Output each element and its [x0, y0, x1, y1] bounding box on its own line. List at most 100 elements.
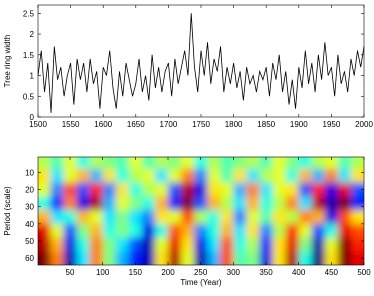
heatmap-cell: [246, 223, 260, 239]
x-tick-label: 1600: [94, 120, 112, 129]
heatmap-cell: [181, 182, 195, 197]
heatmap-cell: [38, 196, 51, 211]
heatmap-cell: [324, 237, 339, 252]
x-tick-label: 1750: [192, 120, 210, 129]
heatmap-cell: [259, 196, 274, 211]
y-tick-label: 1: [30, 72, 35, 81]
heatmap-cell: [298, 251, 313, 265]
heatmap-cell: [259, 237, 274, 252]
heatmap-cell: [154, 223, 169, 239]
heatmap-cell: [63, 210, 78, 225]
heatmap-cell: [76, 210, 91, 225]
heatmap-cell: [63, 182, 78, 197]
heatmap-cell: [63, 157, 78, 170]
y-axis-label: Period (scale): [3, 186, 12, 236]
heatmap-cell: [63, 237, 78, 252]
heatmap-cell: [337, 196, 352, 211]
heatmap-cell: [220, 169, 234, 184]
heatmap-cell: [89, 169, 104, 184]
x-tick-label: 1650: [127, 120, 145, 129]
x-tick-label: 1800: [225, 120, 243, 129]
subplot: 1500 1550 1600 1650 1700 1750 1800 1850 1900 1950…: [3, 4, 373, 129]
heatmap-cell: [233, 237, 247, 252]
heatmap-cell: [298, 157, 313, 170]
heatmap-cell: [141, 237, 156, 252]
heatmap-cell: [194, 223, 208, 239]
y-tick-label: 2.5: [23, 9, 35, 18]
x-tick-label: 1900: [290, 120, 308, 129]
heatmap-cell: [298, 210, 313, 225]
x-tick-label: 2000: [355, 120, 373, 129]
y-axis-label: Tree ring width: [3, 35, 12, 88]
heatmap-cell: [285, 157, 300, 170]
heatmap-cell: [168, 237, 182, 252]
heatmap-cell: [102, 182, 117, 197]
heatmap-cell: [128, 196, 143, 211]
heatmap-cell: [311, 157, 326, 170]
heatmap-cell: [207, 237, 221, 252]
heatmap-cell: [154, 210, 169, 225]
y-tick-label: 0.5: [23, 92, 35, 101]
x-axis-label: Time (Year): [180, 278, 222, 287]
heatmap-cell: [76, 182, 91, 197]
heatmap-cell: [128, 169, 143, 184]
heatmap-cells: [38, 157, 364, 265]
heatmap-cell: [128, 223, 143, 239]
heatmap-cell: [76, 196, 91, 211]
x-tick-label: 1550: [62, 120, 80, 129]
heatmap-cell: [246, 210, 260, 225]
heatmap-cell: [141, 223, 156, 239]
heatmap-cell: [50, 169, 64, 184]
heatmap-cell: [76, 169, 91, 184]
heatmap-cell: [285, 223, 300, 239]
heatmap-cell: [272, 251, 287, 265]
y-tick-label: 20: [25, 186, 34, 195]
heatmap-cell: [194, 157, 208, 170]
heatmap-cell: [350, 223, 364, 239]
y-tick-label: 40: [25, 220, 34, 229]
x-tick-label: 200: [161, 268, 175, 277]
heatmap-cell: [246, 237, 260, 252]
heatmap-cell: [350, 157, 364, 170]
heatmap-cell: [38, 182, 51, 197]
heatmap-cell: [50, 237, 64, 252]
heatmap-cell: [233, 210, 247, 225]
heatmap-cell: [337, 157, 352, 170]
heatmap-cell: [102, 237, 117, 252]
heatmap-cell: [181, 169, 195, 184]
heatmap-cell: [50, 251, 64, 265]
heatmap-cell: [350, 237, 364, 252]
heatmap-cell: [50, 210, 64, 225]
axes-box: [37, 156, 365, 266]
heatmap-cell: [272, 157, 287, 170]
heatmap-cell: [285, 251, 300, 265]
subplot: 50 100 150 200 250 300 350 400 450 500 10 20 30 40 50 6…: [3, 156, 371, 287]
heatmap-cell: [194, 182, 208, 197]
heatmap-cell: [220, 157, 234, 170]
heatmap-cell: [50, 182, 64, 197]
heatmap-cell: [311, 182, 326, 197]
heatmap-cell: [272, 169, 287, 184]
heatmap-cell: [285, 196, 300, 211]
heatmap-cell: [298, 196, 313, 211]
heatmap-cell: [285, 169, 300, 184]
heatmap-cell: [350, 169, 364, 184]
x-tick-label: 50: [66, 268, 75, 277]
x-tick-label: 1950: [323, 120, 341, 129]
heatmap-cell: [102, 169, 117, 184]
heatmap-cell: [337, 223, 352, 239]
heatmap-cell: [337, 251, 352, 265]
heatmap-cell: [311, 210, 326, 225]
heatmap-cell: [168, 169, 182, 184]
heatmap-cell: [115, 237, 130, 252]
heatmap-cell: [141, 182, 156, 197]
heatmap-cell: [233, 223, 247, 239]
plot-area: [38, 5, 364, 117]
heatmap-cell: [181, 251, 195, 265]
heatmap-cell: [246, 182, 260, 197]
heatmap-cell: [324, 169, 339, 184]
heatmap-cell: [50, 157, 64, 170]
y-tick-label: 30: [25, 203, 34, 212]
heatmap-cell: [115, 223, 130, 239]
